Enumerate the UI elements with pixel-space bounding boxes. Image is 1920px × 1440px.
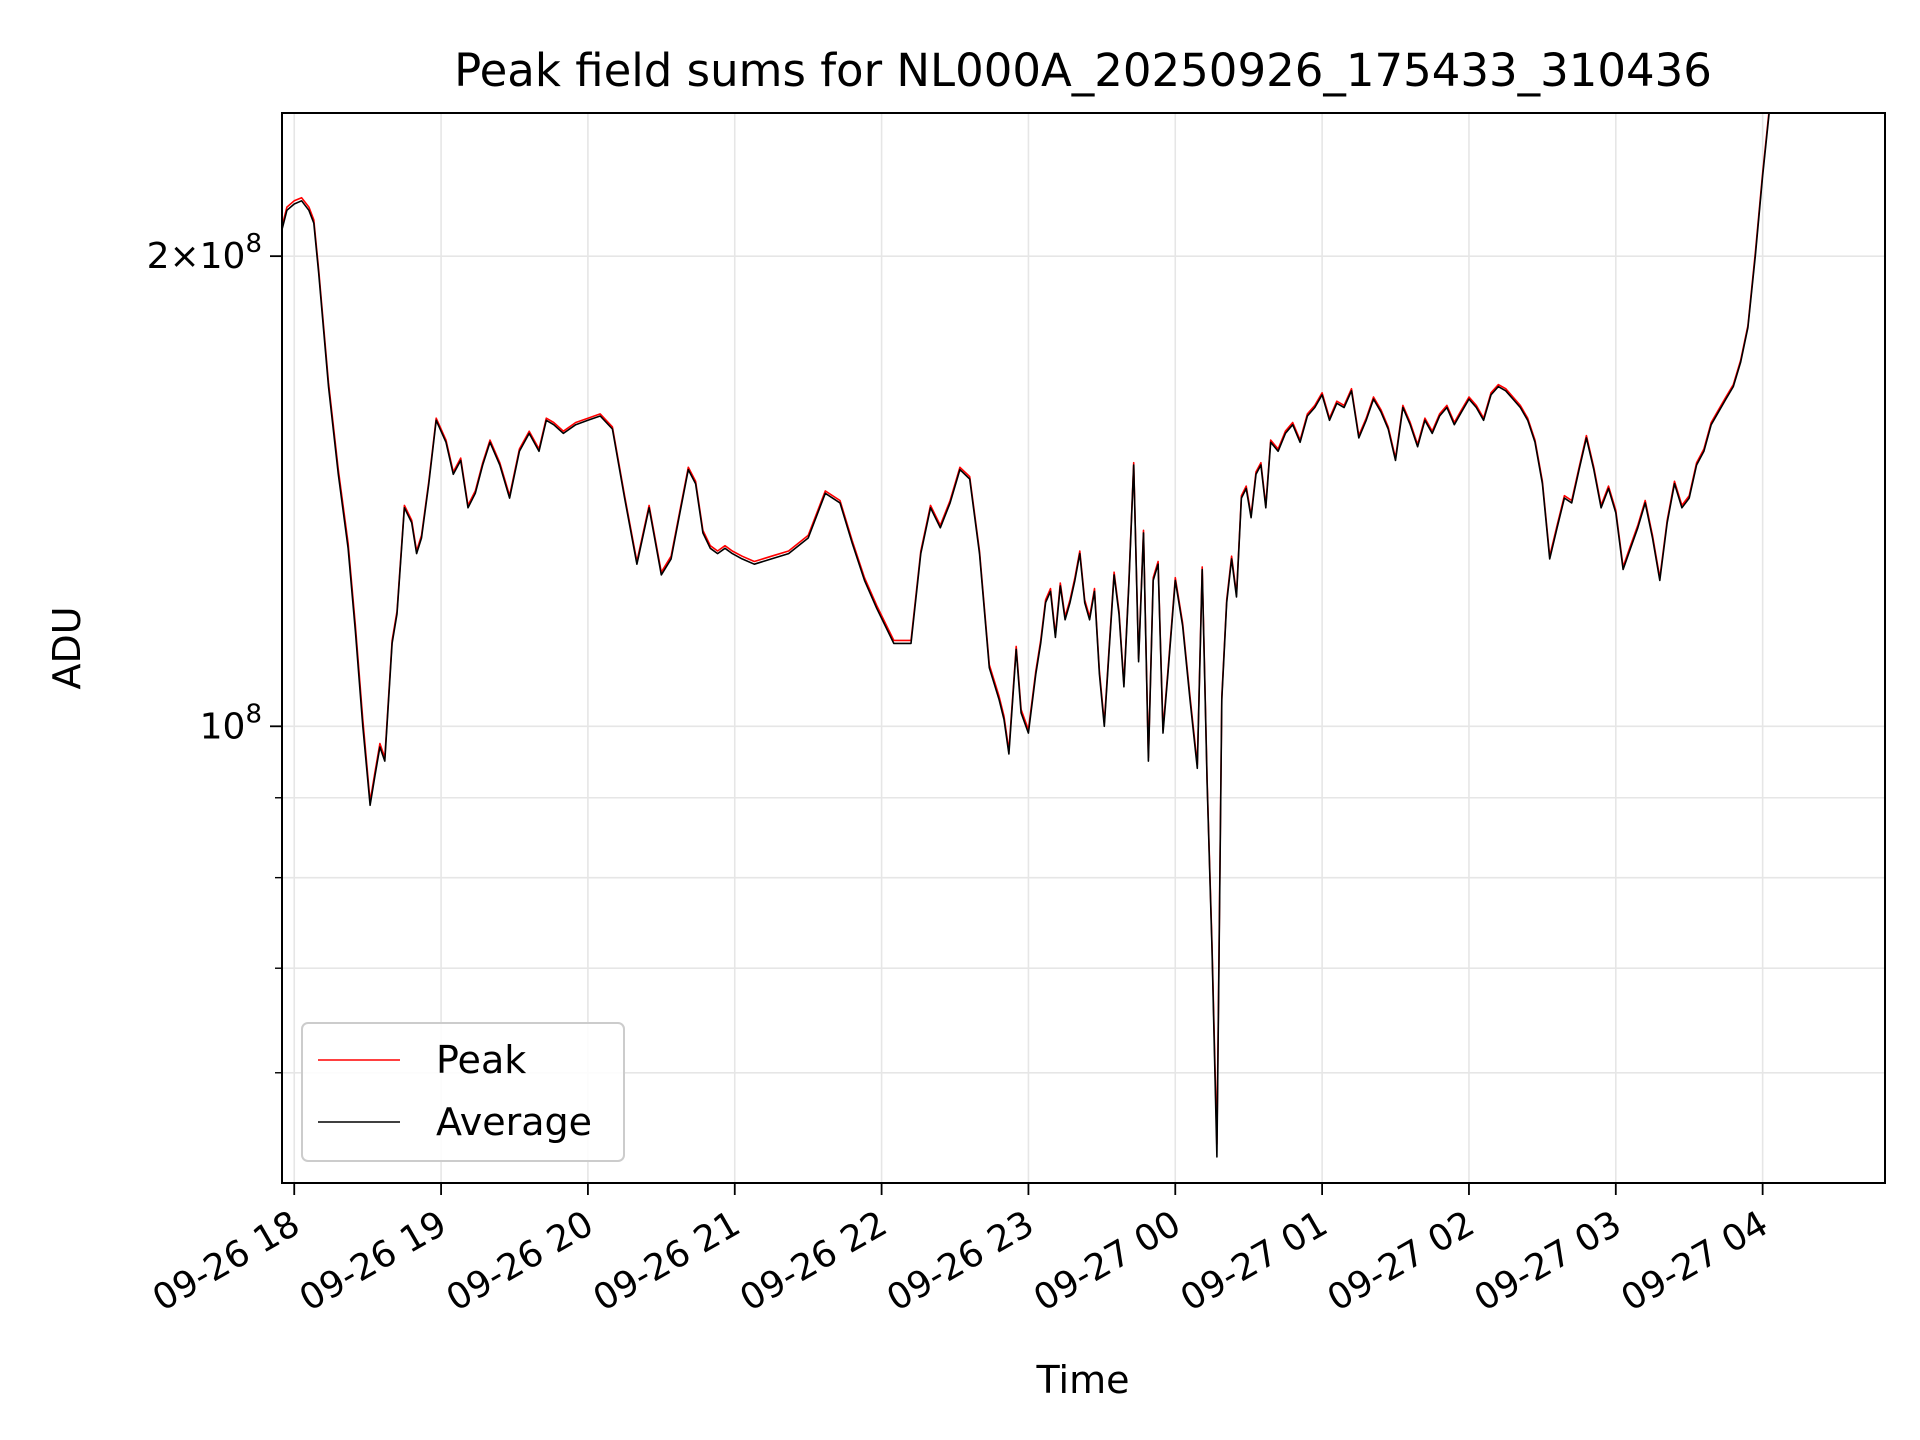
legend: Peak Average: [301, 1022, 625, 1162]
y-tick-base: 10: [200, 706, 246, 747]
chart-title: Peak field sums for NL000A_20250926_1754…: [454, 44, 1712, 97]
y-tick-mantissa: 2×: [147, 236, 200, 277]
x-axis-label: Time: [1036, 1358, 1130, 1402]
plot-frame: [281, 112, 1886, 1184]
legend-label-peak: Peak: [436, 1038, 526, 1082]
legend-box: [301, 1022, 625, 1162]
y-tick-label: 2×108: [147, 229, 262, 277]
y-tick-exponent: 8: [245, 699, 262, 729]
y-tick-exponent: 8: [245, 229, 262, 259]
y-tick-base: 10: [200, 236, 246, 277]
series-layer: [282, 113, 1770, 1158]
y-tick-label: 108: [200, 699, 262, 747]
legend-label-average: Average: [436, 1100, 592, 1144]
series-line-average: [282, 113, 1770, 1158]
grid-layer: [282, 113, 1885, 1183]
y-axis-label: ADU: [45, 606, 89, 689]
